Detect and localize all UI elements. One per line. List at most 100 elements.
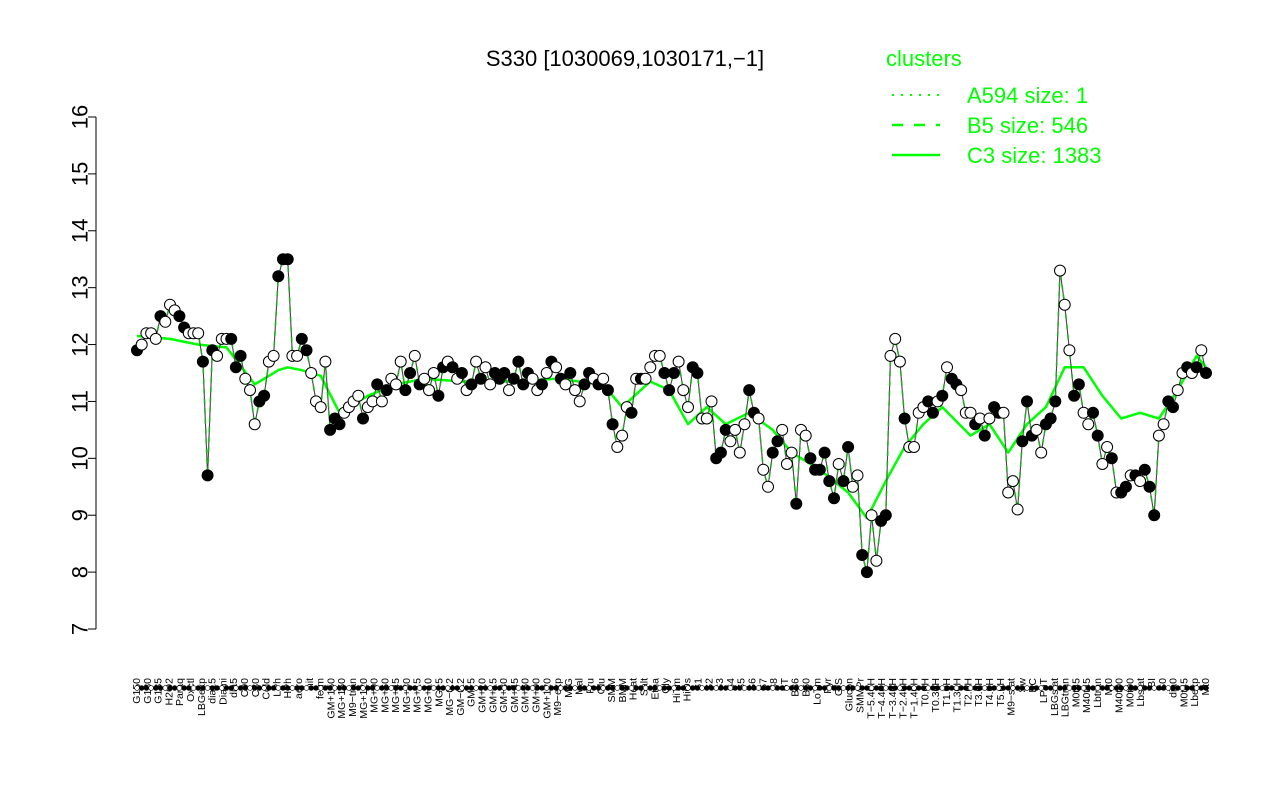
x-rug-mark: [393, 685, 399, 691]
x-tick-label: BI: [1146, 678, 1158, 688]
y-tick-label: 13: [68, 275, 93, 299]
x-tick-label: M0t45: [1178, 678, 1190, 707]
x-rug-mark: [355, 685, 361, 691]
x-tick-label: nit: [304, 678, 316, 689]
x-tick-label: G180: [142, 678, 154, 704]
data-point: [1030, 423, 1043, 436]
data-point: [418, 372, 431, 385]
data-point: [1021, 395, 1033, 408]
data-point: [455, 367, 468, 379]
x-rug-mark: [1076, 685, 1082, 691]
x-rug-mark: [322, 685, 329, 691]
data-point: [837, 475, 850, 488]
data-point: [319, 355, 332, 368]
x-tick-label: M0t45: [1070, 678, 1082, 707]
x-rug-mark: [346, 685, 352, 691]
data-point: [644, 361, 657, 374]
x-rug-mark: [421, 685, 427, 691]
x-rug-mark: [529, 685, 536, 691]
data-point: [573, 395, 586, 408]
x-rug-mark: [454, 685, 460, 691]
x-rug-mark: [1132, 685, 1139, 691]
x-rug-mark: [1024, 685, 1030, 691]
x-rug-mark: [722, 685, 729, 691]
data-point: [550, 361, 563, 374]
x-rug-mark: [412, 685, 418, 691]
data-point: [1054, 264, 1066, 277]
x-rug-mark: [1137, 685, 1143, 691]
x-rug-mark: [826, 685, 832, 691]
x-tick-label: MG+5: [433, 678, 445, 707]
x-rug-mark: [209, 685, 216, 691]
x-rug-mark: [996, 685, 1002, 691]
x-rug-mark: [261, 685, 267, 691]
x-rug-mark: [388, 685, 394, 691]
x-rug-mark: [868, 685, 875, 691]
x-rug-mark: [741, 685, 748, 691]
x-rug-mark: [558, 685, 564, 691]
data-point: [423, 384, 435, 397]
x-rug-mark: [897, 685, 903, 691]
x-rug-mark: [755, 685, 762, 691]
data-point: [828, 492, 840, 505]
x-rug-mark: [1118, 685, 1124, 691]
x-rug-mark: [972, 685, 978, 691]
x-rug-mark: [157, 685, 164, 691]
x-rug-mark: [934, 685, 941, 691]
data-point: [578, 378, 591, 391]
x-tick-label: HiTm: [671, 678, 683, 703]
data-point: [832, 458, 845, 470]
data-point: [1190, 361, 1203, 374]
x-rug-mark: [986, 685, 993, 691]
data-point: [860, 566, 873, 579]
data-point: [799, 429, 812, 442]
x-rug-mark: [275, 685, 281, 691]
legend-title: clusters: [886, 46, 962, 71]
x-rug-mark: [449, 685, 456, 691]
x-rug-mark: [515, 685, 522, 691]
data-point: [324, 423, 337, 436]
x-rug-mark: [1061, 685, 1068, 691]
x-rug-mark: [379, 685, 385, 691]
x-rug-mark: [562, 685, 569, 691]
x-rug-mark: [628, 685, 635, 691]
x-rug-mark: [1090, 685, 1096, 691]
x-rug-mark: [1071, 685, 1077, 691]
data-point: [625, 406, 638, 419]
data-point: [771, 435, 784, 448]
legend-label-b5: B5 size: 546: [967, 113, 1088, 138]
x-rug-mark: [727, 685, 734, 691]
x-rug-mark: [228, 685, 234, 691]
data-point: [244, 384, 256, 397]
x-rug-mark: [981, 685, 988, 691]
x-rug-mark: [939, 685, 945, 691]
x-rug-mark: [1094, 685, 1101, 691]
data-point: [427, 367, 440, 379]
data-point: [908, 441, 920, 453]
data-point: [173, 310, 186, 323]
data-point: [884, 349, 897, 362]
data-point: [526, 372, 539, 385]
x-rug-mark: [812, 685, 818, 691]
x-rug-mark: [1043, 685, 1049, 691]
data-point: [682, 401, 694, 414]
x-tick-label: dia15: [207, 678, 219, 704]
x-rug-mark: [944, 685, 950, 691]
x-rug-mark: [468, 685, 475, 691]
data-point: [818, 446, 831, 459]
data-point: [1134, 475, 1147, 488]
data-point: [889, 332, 902, 345]
data-point: [229, 361, 242, 374]
x-rug-mark: [1080, 685, 1087, 691]
x-rug-mark: [1184, 685, 1190, 691]
x-rug-mark: [374, 685, 380, 691]
x-rug-mark: [1029, 685, 1035, 691]
x-rug-mark: [737, 685, 743, 691]
x-rug-mark: [609, 685, 616, 691]
data-point: [432, 389, 445, 402]
data-point: [446, 361, 459, 374]
data-point: [1068, 389, 1081, 402]
data-point: [295, 332, 308, 345]
x-rug-mark: [901, 685, 908, 691]
data-point: [955, 384, 968, 397]
